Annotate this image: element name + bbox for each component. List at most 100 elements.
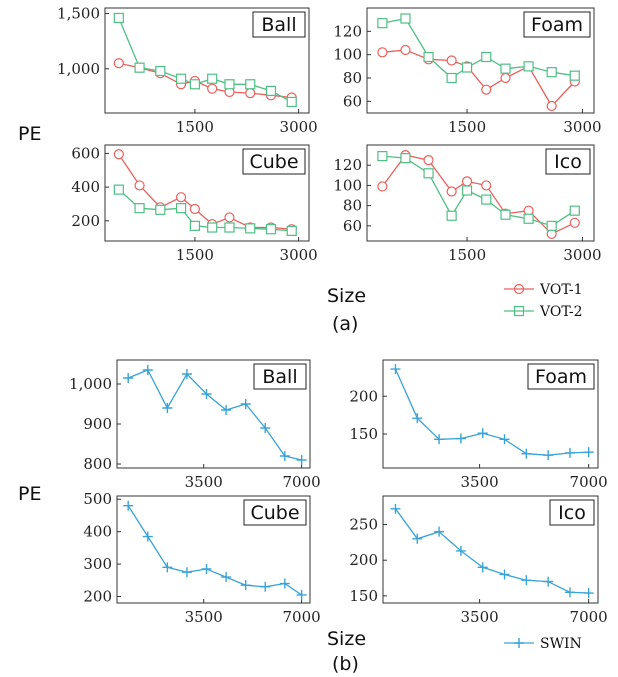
data-point [142, 365, 153, 375]
data-point [123, 500, 134, 511]
data-point [113, 58, 124, 69]
y-tick-label: 900 [83, 415, 112, 433]
y-tick-label: 150 [349, 425, 378, 443]
panel-a-ball: 1,000 1,500 1500 3000 Ball [57, 5, 318, 136]
x-axis-label-a: Size [327, 285, 366, 307]
data-point [461, 176, 473, 187]
legend-b: SWIN [504, 636, 582, 652]
data-point [224, 79, 235, 90]
x-tick-label: 3000 [563, 246, 601, 264]
data-point [123, 373, 134, 383]
data-point [207, 222, 218, 233]
panel-a-foam: 60 80 100 120 1500 3000 Foam [333, 7, 602, 136]
data-point [113, 149, 124, 160]
legend-a: VOT-1 VOT-2 [504, 282, 583, 320]
data-point [134, 62, 145, 73]
data-point [296, 589, 307, 600]
data-point [446, 72, 457, 84]
data-point [142, 531, 153, 542]
y-tick-label: 1,500 [57, 5, 100, 23]
data-point [286, 225, 297, 236]
y-tick-label: 800 [83, 455, 112, 473]
data-point [224, 222, 235, 233]
data-point [446, 210, 457, 221]
plot-frame [104, 7, 310, 114]
data-point [279, 451, 290, 461]
y-tick-label: 400 [71, 178, 100, 196]
data-point [546, 67, 557, 78]
x-tick-label: 1500 [176, 246, 214, 264]
data-point [523, 61, 534, 72]
data-point [189, 220, 200, 231]
data-point [500, 63, 511, 74]
data-point [390, 364, 401, 375]
data-point [265, 85, 277, 96]
data-point [189, 203, 200, 215]
panel-title-box [253, 363, 307, 390]
subfigure-label-a: (a) [332, 313, 358, 335]
data-point [461, 185, 473, 196]
plot-frame [382, 495, 599, 604]
series-line-vot-2 [118, 189, 292, 232]
data-point [113, 184, 124, 195]
panel-title: Cube [250, 502, 299, 524]
y-tick-label: 250 [349, 516, 378, 534]
data-point [245, 79, 256, 90]
data-point [224, 212, 235, 223]
y-tick-label: 1,000 [57, 60, 100, 78]
legend-vot1-marker [513, 283, 525, 295]
data-point [569, 70, 580, 81]
data-point [500, 72, 511, 84]
panel-b-ico: 150 200 250 3500 7000 Ico [349, 495, 608, 626]
data-point [423, 168, 434, 179]
data-point [260, 423, 271, 433]
panel-title-box [243, 499, 307, 526]
data-point [499, 434, 510, 445]
y-tick-label: 80 [343, 197, 362, 215]
data-point [377, 18, 388, 29]
y-tick-label: 500 [83, 490, 112, 508]
data-point [296, 455, 307, 465]
data-point [377, 151, 388, 162]
data-point [245, 88, 256, 99]
y-tick-label: 400 [83, 523, 112, 541]
y-tick-label: 150 [349, 587, 378, 605]
panel-title-box [549, 499, 595, 526]
data-point [481, 84, 492, 95]
plot-frame [116, 359, 311, 469]
data-point [201, 563, 212, 574]
plot-frame [382, 359, 599, 469]
y-tick-label: 60 [343, 92, 362, 110]
data-point [543, 576, 554, 587]
x-tick-label: 7000 [570, 473, 608, 491]
y-tick-label: 200 [349, 387, 378, 405]
data-point [434, 434, 445, 445]
plot-frame [366, 7, 595, 114]
data-point [377, 47, 388, 58]
x-tick-label: 3000 [563, 118, 601, 136]
series-line-swin [127, 369, 302, 461]
subfigure-label-b: (b) [332, 653, 359, 675]
panel-title-box [527, 363, 595, 390]
panel-a-ico: 60 80 100 120 1500 3000 Ico [333, 144, 602, 264]
data-point [400, 153, 411, 164]
panel-title: Ico [558, 502, 586, 524]
y-tick-label: 1,000 [69, 375, 112, 393]
y-tick-label: 200 [71, 212, 100, 230]
data-point [155, 65, 166, 77]
legend-vot2-marker [513, 305, 525, 317]
data-point [286, 96, 297, 108]
data-point [134, 203, 145, 214]
data-point [175, 203, 187, 214]
series-line-vot-1 [118, 153, 292, 230]
panel-title-box [523, 11, 591, 38]
data-point [162, 562, 173, 573]
data-point [189, 79, 200, 90]
y-tick-label: 300 [83, 555, 112, 573]
series-line-swin [127, 505, 302, 596]
x-tick-label: 1500 [448, 118, 486, 136]
panel-title-box [545, 148, 591, 175]
series-line-vot-2 [382, 17, 575, 79]
data-point [583, 447, 594, 458]
